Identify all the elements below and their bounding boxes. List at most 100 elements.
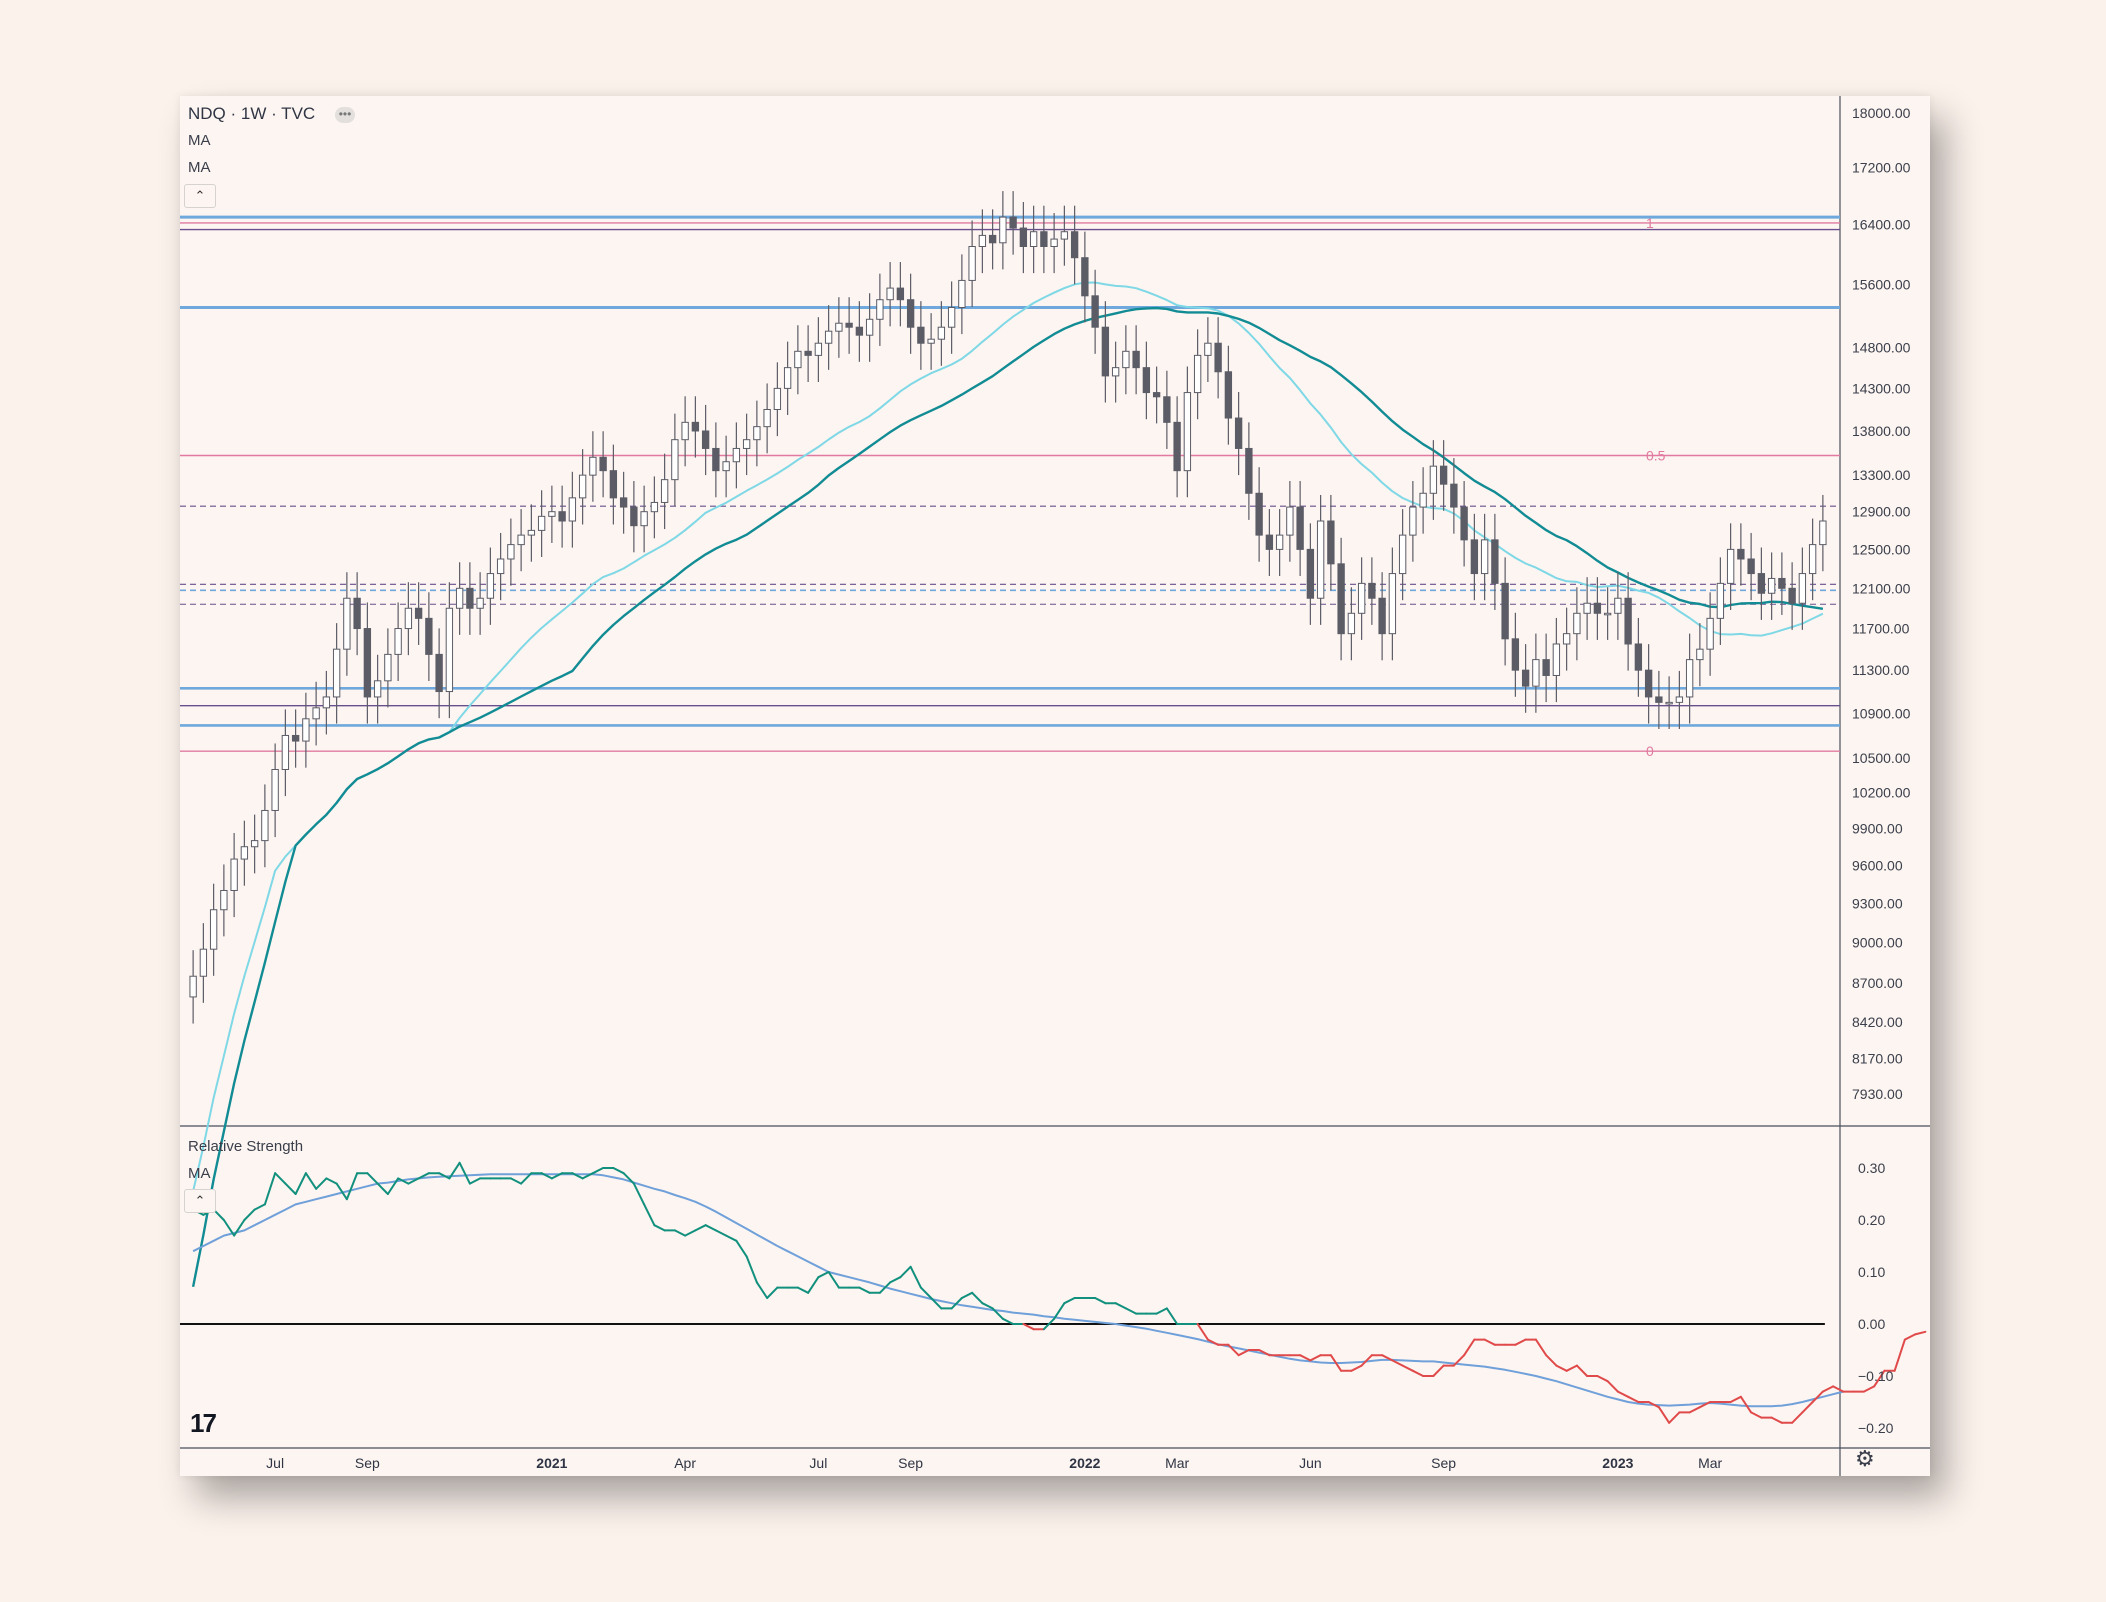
fib-level-label: 1 (1646, 215, 1654, 231)
candle-body (445, 607, 454, 693)
rs-ma-legend[interactable]: MA (188, 1165, 211, 1182)
rs-line-segment (1514, 1338, 1527, 1346)
rs-line-segment (1360, 1354, 1373, 1367)
ma-legend-1[interactable]: MA (188, 132, 211, 149)
candle-body (527, 529, 536, 536)
candle-body (968, 246, 976, 281)
candle-body (1245, 447, 1253, 494)
candle-body (630, 506, 638, 527)
rs-line-segment (1452, 1354, 1466, 1367)
symbol-label[interactable]: NDQ · 1W · TVC (188, 104, 316, 123)
rs-line-segment (1893, 1338, 1906, 1372)
candle-body (476, 597, 484, 609)
rs-line-segment (919, 1286, 933, 1299)
candle-body (1009, 216, 1017, 229)
rs-line-segment (1534, 1338, 1548, 1357)
candle-body (332, 648, 341, 698)
candle-body (650, 501, 659, 513)
candle-body (568, 497, 577, 522)
price-tick-label: 11700.00 (1852, 621, 1910, 637)
candle-body (302, 718, 310, 742)
rs-line-segment (684, 1229, 697, 1237)
visibility-toggle-icon[interactable]: ••• (335, 107, 355, 123)
candle-body (1142, 367, 1151, 394)
ma-legend-2[interactable]: MA (188, 159, 211, 176)
candle-body (548, 511, 556, 517)
rs-line-segment (950, 1297, 963, 1310)
rs-line-segment (714, 1229, 728, 1237)
rs-legend[interactable]: Relative Strength (188, 1138, 304, 1155)
rs-line-segment (345, 1172, 359, 1201)
candle-body (1480, 539, 1489, 575)
price-tick-label: 18000.00 (1852, 105, 1911, 121)
candle-body (1286, 506, 1294, 536)
rs-line-segment (304, 1172, 318, 1190)
candle-body (722, 461, 730, 472)
collapse-legend-button[interactable]: ⌃ (184, 184, 216, 208)
rs-line-segment (581, 1172, 594, 1180)
rs-line-segment (899, 1265, 912, 1279)
rs-line-segment (1832, 1385, 1845, 1393)
rs-line-segment (981, 1302, 994, 1310)
fib-level-label: 0 (1646, 743, 1654, 759)
candle-body (496, 558, 505, 575)
rs-line-segment (1903, 1333, 1917, 1341)
rs-line-segment (274, 1172, 287, 1185)
candle-body (999, 216, 1007, 244)
price-tick-label: 12100.00 (1852, 580, 1911, 596)
rs-line-segment (1647, 1401, 1660, 1409)
rs-line-segment (1022, 1323, 1035, 1331)
rs-line-segment (632, 1182, 646, 1206)
rs-line-segment (1094, 1297, 1107, 1305)
candle-body (312, 707, 320, 720)
candle-body (896, 287, 905, 301)
rs-line-segment (755, 1281, 769, 1299)
price-tick-label: 9300.00 (1852, 895, 1903, 911)
candle-body (1706, 617, 1714, 650)
candle-body (1573, 612, 1581, 635)
rs-line-segment (1165, 1307, 1179, 1325)
chart-canvas: 1 0.5 0 18000.00 17200.00 16400.00 15600.00 148… (180, 96, 1930, 1476)
candle-body (1767, 577, 1776, 594)
rs-line-segment (1627, 1395, 1640, 1403)
rs-line-segment (1657, 1406, 1671, 1424)
rs-line-segment (1770, 1416, 1783, 1424)
candle-body (660, 479, 669, 503)
candle-body (1798, 573, 1807, 604)
rs-line-segment (1545, 1354, 1558, 1367)
price-tick-label: 10900.00 (1852, 705, 1911, 721)
rs-line-segment (222, 1219, 236, 1237)
candle-body (824, 330, 833, 344)
candle-body (681, 421, 689, 441)
price-tick-label: 9900.00 (1852, 820, 1903, 836)
rs-tick-label: 0.00 (1858, 1316, 1885, 1332)
price-tick-label: 13300.00 (1852, 467, 1911, 483)
candle-body (742, 439, 751, 449)
rs-tick-label: −0.10 (1858, 1368, 1894, 1384)
rs-line-segment (1483, 1338, 1496, 1346)
candle-body (845, 322, 853, 328)
rs-line-segment (1299, 1354, 1312, 1362)
candle-body (1696, 648, 1704, 661)
rs-line-segment (1196, 1323, 1209, 1341)
candle-body (1040, 231, 1048, 248)
candle-body (763, 408, 771, 428)
candle-body (599, 456, 607, 472)
candle-body (886, 287, 894, 301)
time-tick-label: Jun (1299, 1455, 1322, 1471)
candle-body (589, 456, 597, 476)
rs-line-segment (550, 1172, 564, 1180)
rs-line-segment (960, 1291, 974, 1299)
rs-line-segment (807, 1276, 820, 1294)
candle-body (1152, 392, 1161, 398)
candle-body (1234, 417, 1243, 449)
candle-body (804, 350, 812, 356)
collapse-rs-legend-button[interactable]: ⌃ (184, 1189, 216, 1213)
time-tick-label: 2023 (1602, 1455, 1633, 1471)
settings-gear-icon[interactable]: ⚙ (1855, 1446, 1875, 1471)
candle-body (1419, 492, 1427, 508)
time-tick-label: Mar (1165, 1455, 1189, 1471)
rs-line-segment (930, 1297, 943, 1310)
rs-line-segment (386, 1177, 400, 1195)
candle-body (609, 470, 618, 499)
